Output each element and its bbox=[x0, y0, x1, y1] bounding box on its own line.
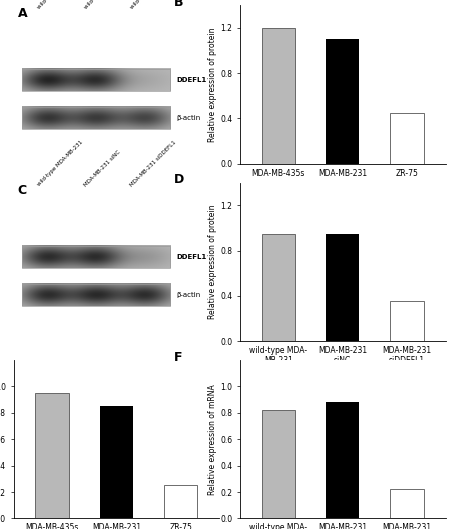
Bar bbox=[326, 234, 360, 341]
Bar bbox=[22, 69, 170, 91]
Text: F: F bbox=[174, 351, 182, 363]
Text: A: A bbox=[18, 7, 27, 20]
Y-axis label: Relative expression of protein: Relative expression of protein bbox=[208, 27, 217, 142]
Bar bbox=[390, 302, 423, 341]
Bar bbox=[390, 113, 423, 163]
Text: B: B bbox=[174, 0, 184, 9]
Bar bbox=[22, 284, 170, 306]
Text: β-actin: β-actin bbox=[176, 115, 200, 121]
Bar bbox=[164, 486, 198, 518]
Text: β-actin: β-actin bbox=[176, 292, 200, 298]
Bar bbox=[261, 410, 295, 518]
Text: D: D bbox=[174, 173, 184, 186]
Bar bbox=[326, 402, 360, 518]
Text: wild-type MDA-MB-231: wild-type MDA-MB-231 bbox=[83, 0, 130, 10]
Bar bbox=[261, 28, 295, 163]
Text: C: C bbox=[18, 184, 27, 197]
Y-axis label: Relative expression of protein: Relative expression of protein bbox=[208, 205, 217, 319]
Bar bbox=[36, 393, 69, 518]
Text: wild-type MDA-MB-435s: wild-type MDA-MB-435s bbox=[37, 0, 86, 10]
Text: wild-type ZR-75: wild-type ZR-75 bbox=[129, 0, 163, 10]
Text: DDEFL1: DDEFL1 bbox=[176, 77, 206, 83]
Text: MDA-MB-231 siNC: MDA-MB-231 siNC bbox=[83, 149, 121, 187]
Text: wild-type MDA-MB-231: wild-type MDA-MB-231 bbox=[37, 140, 84, 187]
Y-axis label: Relative expression of mRNA: Relative expression of mRNA bbox=[208, 384, 217, 495]
Bar bbox=[22, 246, 170, 268]
Bar bbox=[22, 107, 170, 129]
Bar bbox=[261, 234, 295, 341]
Bar bbox=[390, 489, 423, 518]
Text: DDEFL1: DDEFL1 bbox=[176, 254, 206, 260]
Bar bbox=[99, 406, 133, 518]
Text: MDA-MB-231 siDDEFL1: MDA-MB-231 siDDEFL1 bbox=[129, 140, 177, 187]
Bar bbox=[326, 39, 360, 163]
